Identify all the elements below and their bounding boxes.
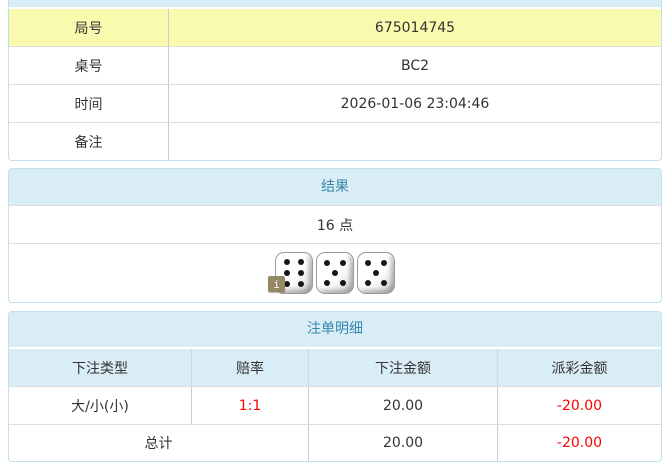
game-info-panel: 局号 675014745 桌号 BC2 时间 2026-01-06 23:04:…	[8, 0, 662, 161]
bet-table-header-row: 下注类型 赔率 下注金额 派彩金额	[9, 349, 661, 386]
bet-type-value: 大/小(小)	[9, 387, 192, 424]
info-row-round-number: 局号 675014745	[9, 9, 661, 46]
total-label: 总计	[9, 425, 309, 461]
dice-strip: i	[268, 252, 395, 294]
remark-value	[169, 123, 661, 160]
bet-details-title: 注单明细	[9, 312, 661, 349]
table-number-label: 桌号	[9, 47, 169, 84]
die-pip	[373, 270, 379, 276]
time-value: 2026-01-06 23:04:46	[340, 95, 490, 112]
col-header-bet-type: 下注类型	[9, 349, 192, 386]
die-pip	[284, 259, 291, 266]
col-header-bet-amount: 下注金额	[309, 349, 498, 386]
total-bet-amount: 20.00	[309, 425, 498, 461]
round-number-label: 局号	[9, 9, 169, 46]
bet-table-row: 大/小(小) 1:1 20.00 -20.00	[9, 386, 661, 424]
time-label: 时间	[9, 85, 169, 122]
game-info-panel-header-cutoff	[9, 0, 661, 9]
die-pip	[297, 280, 304, 287]
result-panel-title: 结果	[9, 169, 661, 206]
payout-amount-value: -20.00	[556, 397, 603, 414]
die-pip	[332, 270, 338, 276]
die-pip	[339, 280, 346, 286]
round-number-value: 675014745	[374, 19, 456, 36]
col-header-odds: 赔率	[192, 349, 309, 386]
die-pip	[365, 260, 372, 266]
info-row-table-number: 桌号 BC2	[9, 46, 661, 84]
info-row-remark: 备注	[9, 122, 661, 160]
result-panel: 结果 16 点 i	[8, 168, 662, 303]
table-number-value: BC2	[400, 57, 430, 74]
die-face-5	[357, 252, 395, 294]
die-pip	[297, 259, 304, 266]
remark-label: 备注	[9, 123, 169, 160]
die-face-5	[316, 252, 354, 294]
result-points: 16 点	[9, 206, 661, 244]
info-icon[interactable]: i	[268, 276, 285, 292]
game-info-table: 局号 675014745 桌号 BC2 时间 2026-01-06 23:04:…	[9, 9, 661, 160]
die-pip	[339, 260, 346, 266]
bet-details-panel: 注单明细 下注类型 赔率 下注金额 派彩金额 大/小(小) 1:1 20.00 …	[8, 311, 662, 462]
die-pip	[380, 280, 387, 286]
bet-table-total-row: 总计 20.00 -20.00	[9, 424, 661, 461]
die-pip	[365, 280, 372, 286]
info-row-time: 时间 2026-01-06 23:04:46	[9, 84, 661, 122]
die-pip	[324, 260, 331, 266]
die-pip	[284, 270, 291, 276]
total-payout-amount: -20.00	[556, 435, 603, 451]
die-pip	[297, 270, 304, 276]
bet-details-table: 下注类型 赔率 下注金额 派彩金额 大/小(小) 1:1 20.00 -20.0…	[9, 349, 661, 461]
bet-amount-value: 20.00	[309, 387, 498, 424]
dice-row: i	[9, 244, 661, 302]
die-pip	[324, 280, 331, 286]
col-header-payout-amount: 派彩金额	[551, 360, 608, 377]
die-pip	[284, 280, 291, 287]
die-pip	[380, 260, 387, 266]
odds-value: 1:1	[192, 387, 309, 424]
